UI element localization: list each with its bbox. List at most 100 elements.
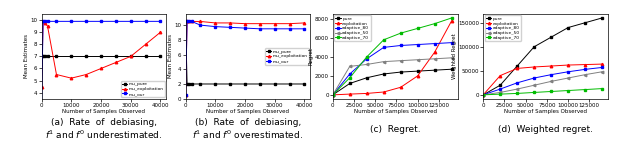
mu_pure <box>211 83 219 85</box>
mu_our <box>39 20 47 22</box>
mu_pure <box>241 83 249 85</box>
Y-axis label: Regret: Regret <box>308 47 313 65</box>
Line: adaptive_80: adaptive_80 <box>332 41 453 96</box>
exploitation <box>581 64 589 65</box>
mu_exploitation <box>188 21 195 22</box>
Line: mu_exploitation: mu_exploitation <box>40 20 162 88</box>
pure <box>547 36 555 38</box>
adaptive_80 <box>363 58 371 60</box>
Line: adaptive_50: adaptive_50 <box>332 57 453 96</box>
mu_our <box>112 20 120 22</box>
mu_exploitation <box>97 68 105 69</box>
adaptive_50 <box>581 74 589 76</box>
pure <box>414 70 422 72</box>
mu_pure <box>185 83 193 85</box>
adaptive_50 <box>564 77 572 79</box>
adaptive_70 <box>513 93 521 94</box>
Line: adaptive_70: adaptive_70 <box>482 87 604 96</box>
Legend: pure, exploitation, adaptive_80, adaptive_50, adaptive_70: pure, exploitation, adaptive_80, adaptiv… <box>484 15 521 41</box>
mu_exploitation <box>38 86 45 87</box>
mu_our <box>285 28 293 30</box>
pure <box>479 94 487 96</box>
exploitation <box>363 93 371 94</box>
exploitation <box>414 75 422 77</box>
adaptive_70 <box>547 91 555 92</box>
adaptive_70 <box>598 88 606 89</box>
mu_exploitation <box>52 74 60 75</box>
adaptive_70 <box>329 94 337 96</box>
adaptive_70 <box>431 23 438 25</box>
mu_our <box>52 20 60 22</box>
pure <box>329 94 337 96</box>
mu_exploitation <box>142 43 150 45</box>
exploitation <box>531 66 538 68</box>
exploitation <box>380 91 388 93</box>
Line: mu_exploitation: mu_exploitation <box>184 20 306 96</box>
mu_exploitation <box>182 94 189 96</box>
mu_our <box>241 27 249 29</box>
Y-axis label: Mean Estimates: Mean Estimates <box>168 34 173 78</box>
mu_exploitation <box>127 56 134 57</box>
mu_our <box>271 28 278 30</box>
adaptive_50 <box>397 60 404 61</box>
adaptive_70 <box>448 17 456 19</box>
mu_exploitation <box>196 21 204 22</box>
exploitation <box>346 93 354 95</box>
pure <box>581 22 589 24</box>
Text: (c)  Regret.: (c) Regret. <box>369 125 420 134</box>
Line: adaptive_70: adaptive_70 <box>332 17 453 96</box>
mu_our <box>188 21 195 22</box>
pure <box>531 46 538 48</box>
mu_our <box>142 20 150 22</box>
X-axis label: Number of Samples Observed: Number of Samples Observed <box>63 109 145 114</box>
pure <box>397 71 404 73</box>
adaptive_80 <box>531 77 538 79</box>
X-axis label: Number of Samples Observed: Number of Samples Observed <box>207 109 289 114</box>
mu_exploitation <box>44 25 51 27</box>
adaptive_80 <box>329 94 337 96</box>
adaptive_80 <box>598 67 606 68</box>
mu_pure <box>38 56 45 57</box>
mu_our <box>301 28 308 30</box>
adaptive_50 <box>513 88 521 90</box>
pure <box>431 69 438 71</box>
mu_exploitation <box>67 77 75 79</box>
adaptive_50 <box>448 57 456 59</box>
adaptive_70 <box>346 77 354 79</box>
adaptive_50 <box>479 94 487 96</box>
adaptive_80 <box>479 94 487 96</box>
adaptive_80 <box>581 69 589 70</box>
Line: adaptive_80: adaptive_80 <box>482 66 604 96</box>
mu_exploitation <box>157 31 164 33</box>
mu_pure <box>41 56 49 57</box>
Line: mu_our: mu_our <box>40 20 162 106</box>
adaptive_70 <box>363 56 371 58</box>
pure <box>497 84 504 86</box>
mu_pure <box>227 83 234 85</box>
mu_pure <box>142 56 150 57</box>
mu_pure <box>97 56 105 57</box>
adaptive_70 <box>564 90 572 91</box>
adaptive_80 <box>414 44 422 45</box>
adaptive_50 <box>431 58 438 60</box>
exploitation <box>497 75 504 76</box>
mu_pure <box>127 56 134 57</box>
Legend: mu_pure, mu_exploitation, mu_our: mu_pure, mu_exploitation, mu_our <box>121 81 165 97</box>
Line: mu_our: mu_our <box>184 20 306 96</box>
adaptive_50 <box>598 71 606 73</box>
exploitation <box>431 51 438 53</box>
mu_pure <box>271 83 278 85</box>
Line: pure: pure <box>332 68 453 96</box>
mu_exploitation <box>41 22 49 23</box>
pure <box>448 68 456 70</box>
mu_exploitation <box>227 22 234 24</box>
Text: (b)  Rate  of  debiasing,
$f^1$ and $f^0$ overestimated.: (b) Rate of debiasing, $f^1$ and $f^0$ o… <box>192 117 303 141</box>
mu_our <box>127 20 134 22</box>
pure <box>513 65 521 67</box>
adaptive_70 <box>397 32 404 34</box>
adaptive_80 <box>380 47 388 48</box>
mu_our <box>97 20 105 22</box>
adaptive_80 <box>564 71 572 73</box>
mu_our <box>183 21 191 22</box>
exploitation <box>547 65 555 67</box>
